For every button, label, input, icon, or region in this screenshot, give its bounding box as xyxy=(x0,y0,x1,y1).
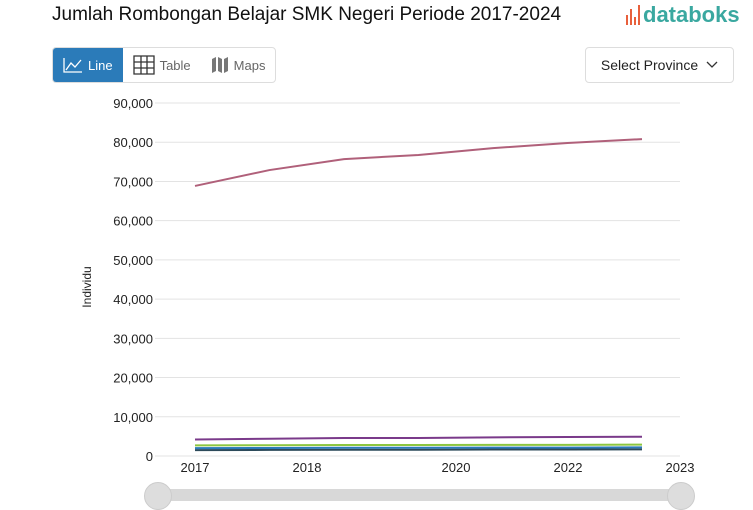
series-line xyxy=(194,435,643,441)
line-chart-icon xyxy=(63,58,82,73)
logo-bars-icon xyxy=(626,5,640,25)
tab-maps[interactable]: Maps xyxy=(201,48,276,82)
x-tick-label: 2023 xyxy=(666,460,695,475)
page-title: Jumlah Rombongan Belajar SMK Negeri Peri… xyxy=(52,4,562,25)
range-handle-right[interactable] xyxy=(667,482,695,510)
tab-table[interactable]: Table xyxy=(123,48,201,82)
range-scrollbar[interactable] xyxy=(157,489,680,501)
y-tick-label: 70,000 xyxy=(113,174,153,189)
range-handle-left[interactable] xyxy=(144,482,172,510)
databoks-logo: databoks xyxy=(626,2,740,28)
table-icon xyxy=(132,55,155,75)
series-line xyxy=(194,138,643,187)
y-tick-label: 50,000 xyxy=(113,253,153,268)
tab-label: Table xyxy=(159,57,191,73)
logo-text: databoks xyxy=(643,2,740,27)
tab-label: Line xyxy=(88,57,113,73)
series-line xyxy=(194,443,643,447)
chevron-down-icon xyxy=(706,61,718,68)
series-line xyxy=(194,446,643,450)
y-tick-label: 90,000 xyxy=(113,96,153,111)
province-select[interactable]: Select Province xyxy=(585,47,734,83)
map-icon xyxy=(211,57,228,73)
x-tick-label: 2017 xyxy=(181,460,210,475)
y-tick-label: 10,000 xyxy=(113,410,153,425)
y-tick-label: 0 xyxy=(146,449,153,464)
x-tick-label: 2020 xyxy=(442,460,471,475)
province-select-label: Select Province xyxy=(600,57,699,73)
y-tick-label: 30,000 xyxy=(113,331,153,346)
series-line xyxy=(194,448,643,452)
y-tick-label: 40,000 xyxy=(113,292,153,307)
tab-line[interactable]: Line xyxy=(53,48,123,82)
y-tick-label: 20,000 xyxy=(113,371,153,386)
view-tabs: Line Table Maps xyxy=(52,47,277,83)
y-tick-label: 80,000 xyxy=(113,135,153,150)
line-chart: 90,000 80,000 70,000 60,000 50,000 40,000 30,0… xyxy=(113,96,695,475)
x-tick-label: 2018 xyxy=(293,460,322,475)
x-tick-label: 2022 xyxy=(554,460,583,475)
tab-label: Maps xyxy=(233,57,266,73)
y-tick-label: 60,000 xyxy=(113,214,153,229)
